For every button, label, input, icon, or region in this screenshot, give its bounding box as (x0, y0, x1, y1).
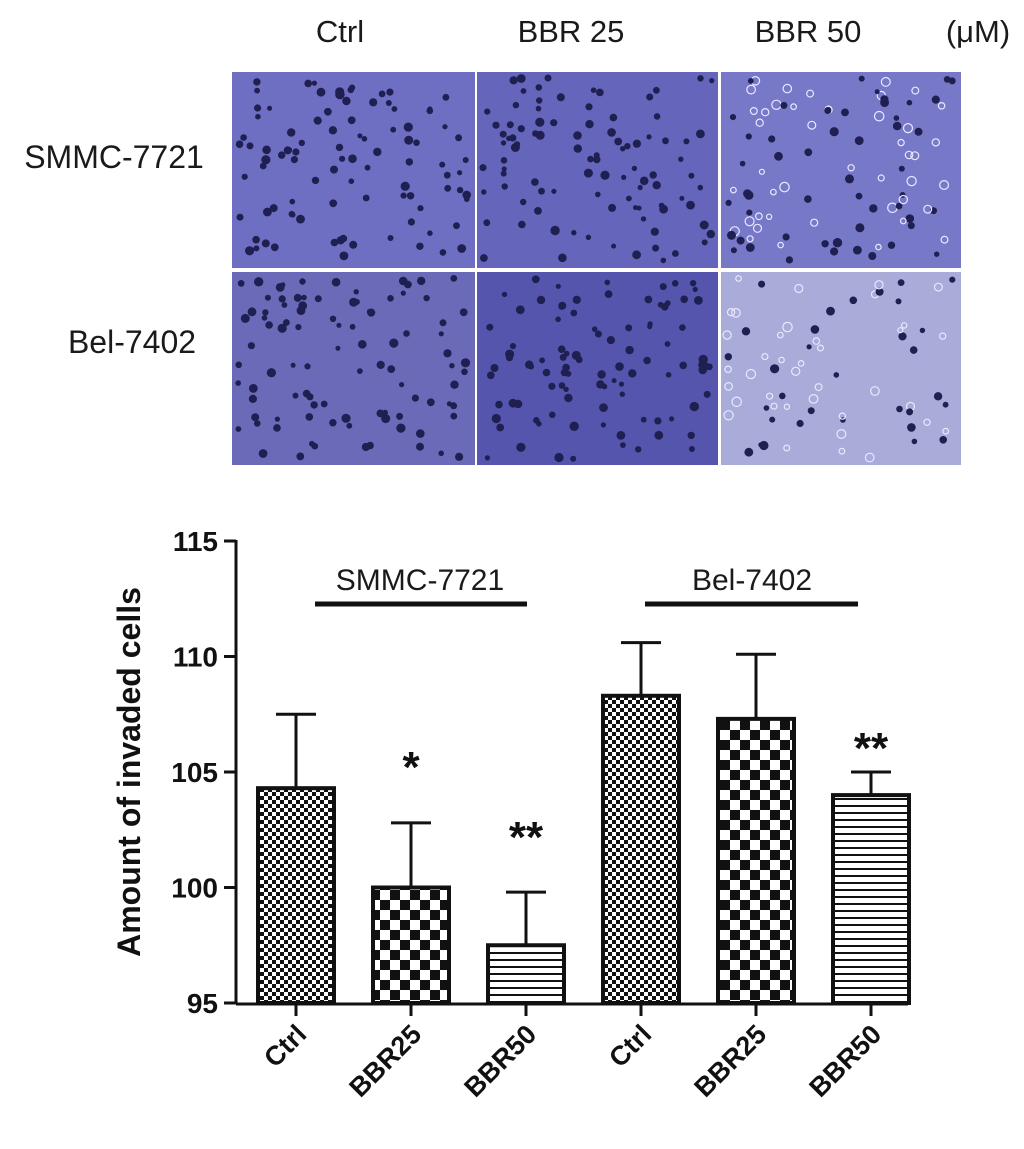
significance-mark: * (402, 743, 420, 792)
significance-mark: ** (854, 724, 889, 773)
x-tick-label: BBR50 (803, 1019, 887, 1103)
micrograph-grid (232, 72, 961, 465)
x-tick-label: BBR25 (343, 1019, 427, 1103)
bar (601, 693, 681, 1006)
column-header-ctrl: Ctrl (316, 14, 364, 49)
column-header-bbr50: BBR 50 (755, 14, 862, 49)
bar (486, 943, 566, 1005)
x-ticks: Ctrl BBR25 BBR50 Ctrl BBR25 BBR50 (258, 1004, 887, 1103)
y-tick-label: 100 (171, 873, 218, 904)
micrograph-tile (721, 72, 961, 268)
y-tick-label: 110 (173, 642, 218, 673)
y-tick-label: 105 (171, 757, 218, 788)
bars (256, 693, 911, 1006)
micrograph-tile (232, 272, 475, 465)
micrograph-tile (477, 72, 718, 268)
x-tick-label: Ctrl (603, 1019, 657, 1073)
row-label-smmc7721: SMMC-7721 (24, 139, 204, 175)
group-label: SMMC-7721 (336, 564, 504, 597)
significance-marks: ***** (402, 724, 889, 862)
bar (371, 885, 451, 1005)
column-header-bbr25: BBR 25 (518, 14, 625, 49)
micrograph-headers: Ctrl BBR 25 BBR 50 (μM) SMMC-7721 Bel-74… (24, 14, 1010, 360)
bar (831, 793, 911, 1005)
x-tick-label: BBR25 (688, 1019, 772, 1103)
group-brackets: SMMC-7721 Bel-7402 (315, 564, 858, 607)
micrograph-tile (721, 272, 961, 465)
x-tick-label: BBR50 (458, 1019, 542, 1103)
y-tick-label: 95 (187, 988, 218, 1019)
y-axis-label: Amount of invaded cells (111, 587, 147, 957)
y-tick-label: 115 (173, 526, 218, 557)
significance-mark: ** (509, 813, 544, 862)
micrograph-tile (477, 272, 718, 465)
group-label: Bel-7402 (692, 564, 812, 597)
bar (716, 716, 796, 1005)
error-bars (276, 641, 891, 946)
bar (256, 786, 336, 1005)
invasion-bar-chart: Amount of invaded cells 95 100 105 110 115 C… (111, 526, 911, 1103)
y-ticks: 95 100 105 110 115 (171, 526, 236, 1019)
unit-label: (μM) (946, 14, 1010, 49)
x-tick-label: Ctrl (258, 1019, 312, 1073)
micrograph-tile (232, 72, 475, 268)
row-label-bel7402: Bel-7402 (68, 324, 196, 360)
